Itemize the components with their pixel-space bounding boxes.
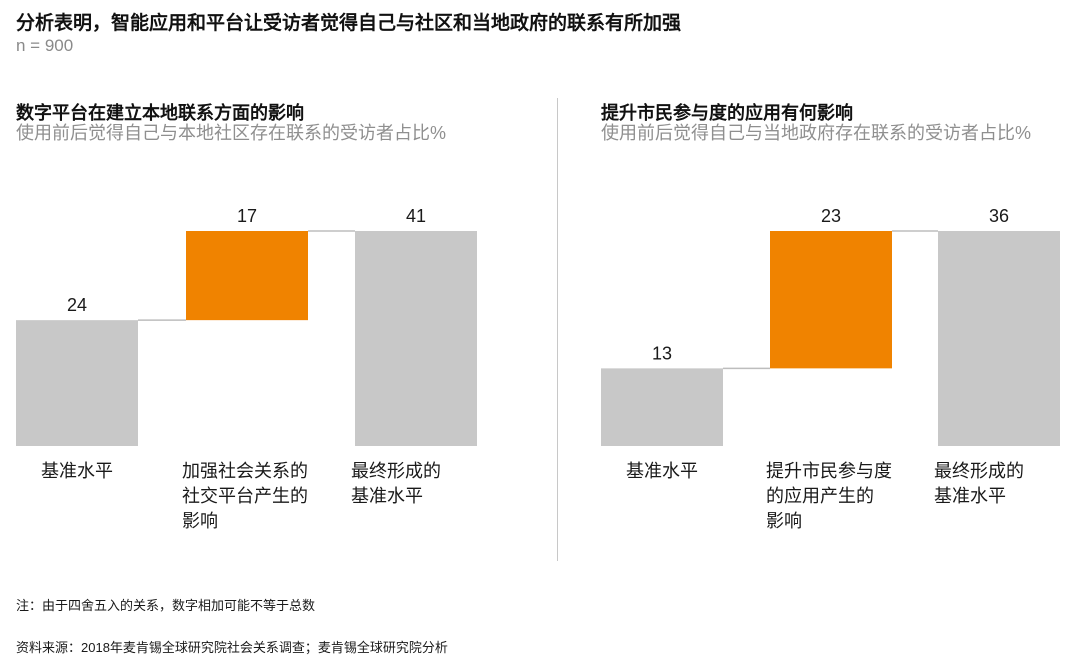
category-label-line: 最终形成的 xyxy=(934,461,1024,481)
category-label-1-3: 最终形成的 基准水平 xyxy=(341,459,491,509)
footnote-note: 注：由于四舍五入的关系，数字相加可能不等于总数 xyxy=(16,598,316,613)
category-label-line: 社交平台产生的 xyxy=(182,486,308,506)
footnote-source: 资料来源：2018年麦肯锡全球研究院社会关系调查；麦肯锡全球研究院分析 xyxy=(16,640,448,655)
chart-title: 分析表明，智能应用和平台让受访者觉得自己与社区和当地政府的联系有所加强 xyxy=(16,13,682,34)
category-label-line: 加强社会关系的 xyxy=(182,461,308,481)
data-label-2-2: 23 xyxy=(821,206,841,226)
category-label-line: 基准水平 xyxy=(934,486,1006,506)
data-label-2-3: 36 xyxy=(989,206,1009,226)
category-label-1-1: 基准水平 xyxy=(2,459,152,484)
category-label-line: 影响 xyxy=(182,511,218,531)
bar-1-2 xyxy=(186,231,308,321)
sample-size: n = 900 xyxy=(16,36,74,55)
data-label-1-3: 41 xyxy=(406,206,426,226)
panel-2-subtitle: 使用前后觉得自己与当地政府存在联系的受访者占比% xyxy=(601,123,1032,143)
category-label-line: 影响 xyxy=(766,511,802,531)
category-label-2-1: 基准水平 xyxy=(587,459,737,484)
category-label-line: 最终形成的 xyxy=(351,461,441,481)
category-label-line: 基准水平 xyxy=(626,461,698,481)
category-label-2-3: 最终形成的 基准水平 xyxy=(924,459,1074,509)
category-label-line: 基准水平 xyxy=(41,461,113,481)
panel-1-subtitle: 使用前后觉得自己与本地社区存在联系的受访者占比% xyxy=(16,123,447,143)
bar-2-3 xyxy=(938,231,1060,446)
panel-divider xyxy=(557,98,558,561)
category-label-2-2: 提升市民参与度 的应用产生的 影响 xyxy=(756,459,906,534)
category-label-1-2: 加强社会关系的 社交平台产生的 影响 xyxy=(172,459,322,534)
data-label-1-1: 24 xyxy=(67,295,87,315)
panel-1-title: 数字平台在建立本地联系方面的影响 xyxy=(16,103,304,123)
bar-1-3 xyxy=(355,231,477,446)
category-label-line: 的应用产生的 xyxy=(766,486,874,506)
bar-1-1 xyxy=(16,320,138,446)
panel-2-title: 提升市民参与度的应用有何影响 xyxy=(601,103,853,123)
bar-2-2 xyxy=(770,231,892,369)
category-label-line: 基准水平 xyxy=(351,486,423,506)
bar-2-1 xyxy=(601,368,723,446)
category-label-line: 提升市民参与度 xyxy=(766,461,892,481)
data-label-1-2: 17 xyxy=(237,206,257,226)
data-label-2-1: 13 xyxy=(652,343,672,363)
